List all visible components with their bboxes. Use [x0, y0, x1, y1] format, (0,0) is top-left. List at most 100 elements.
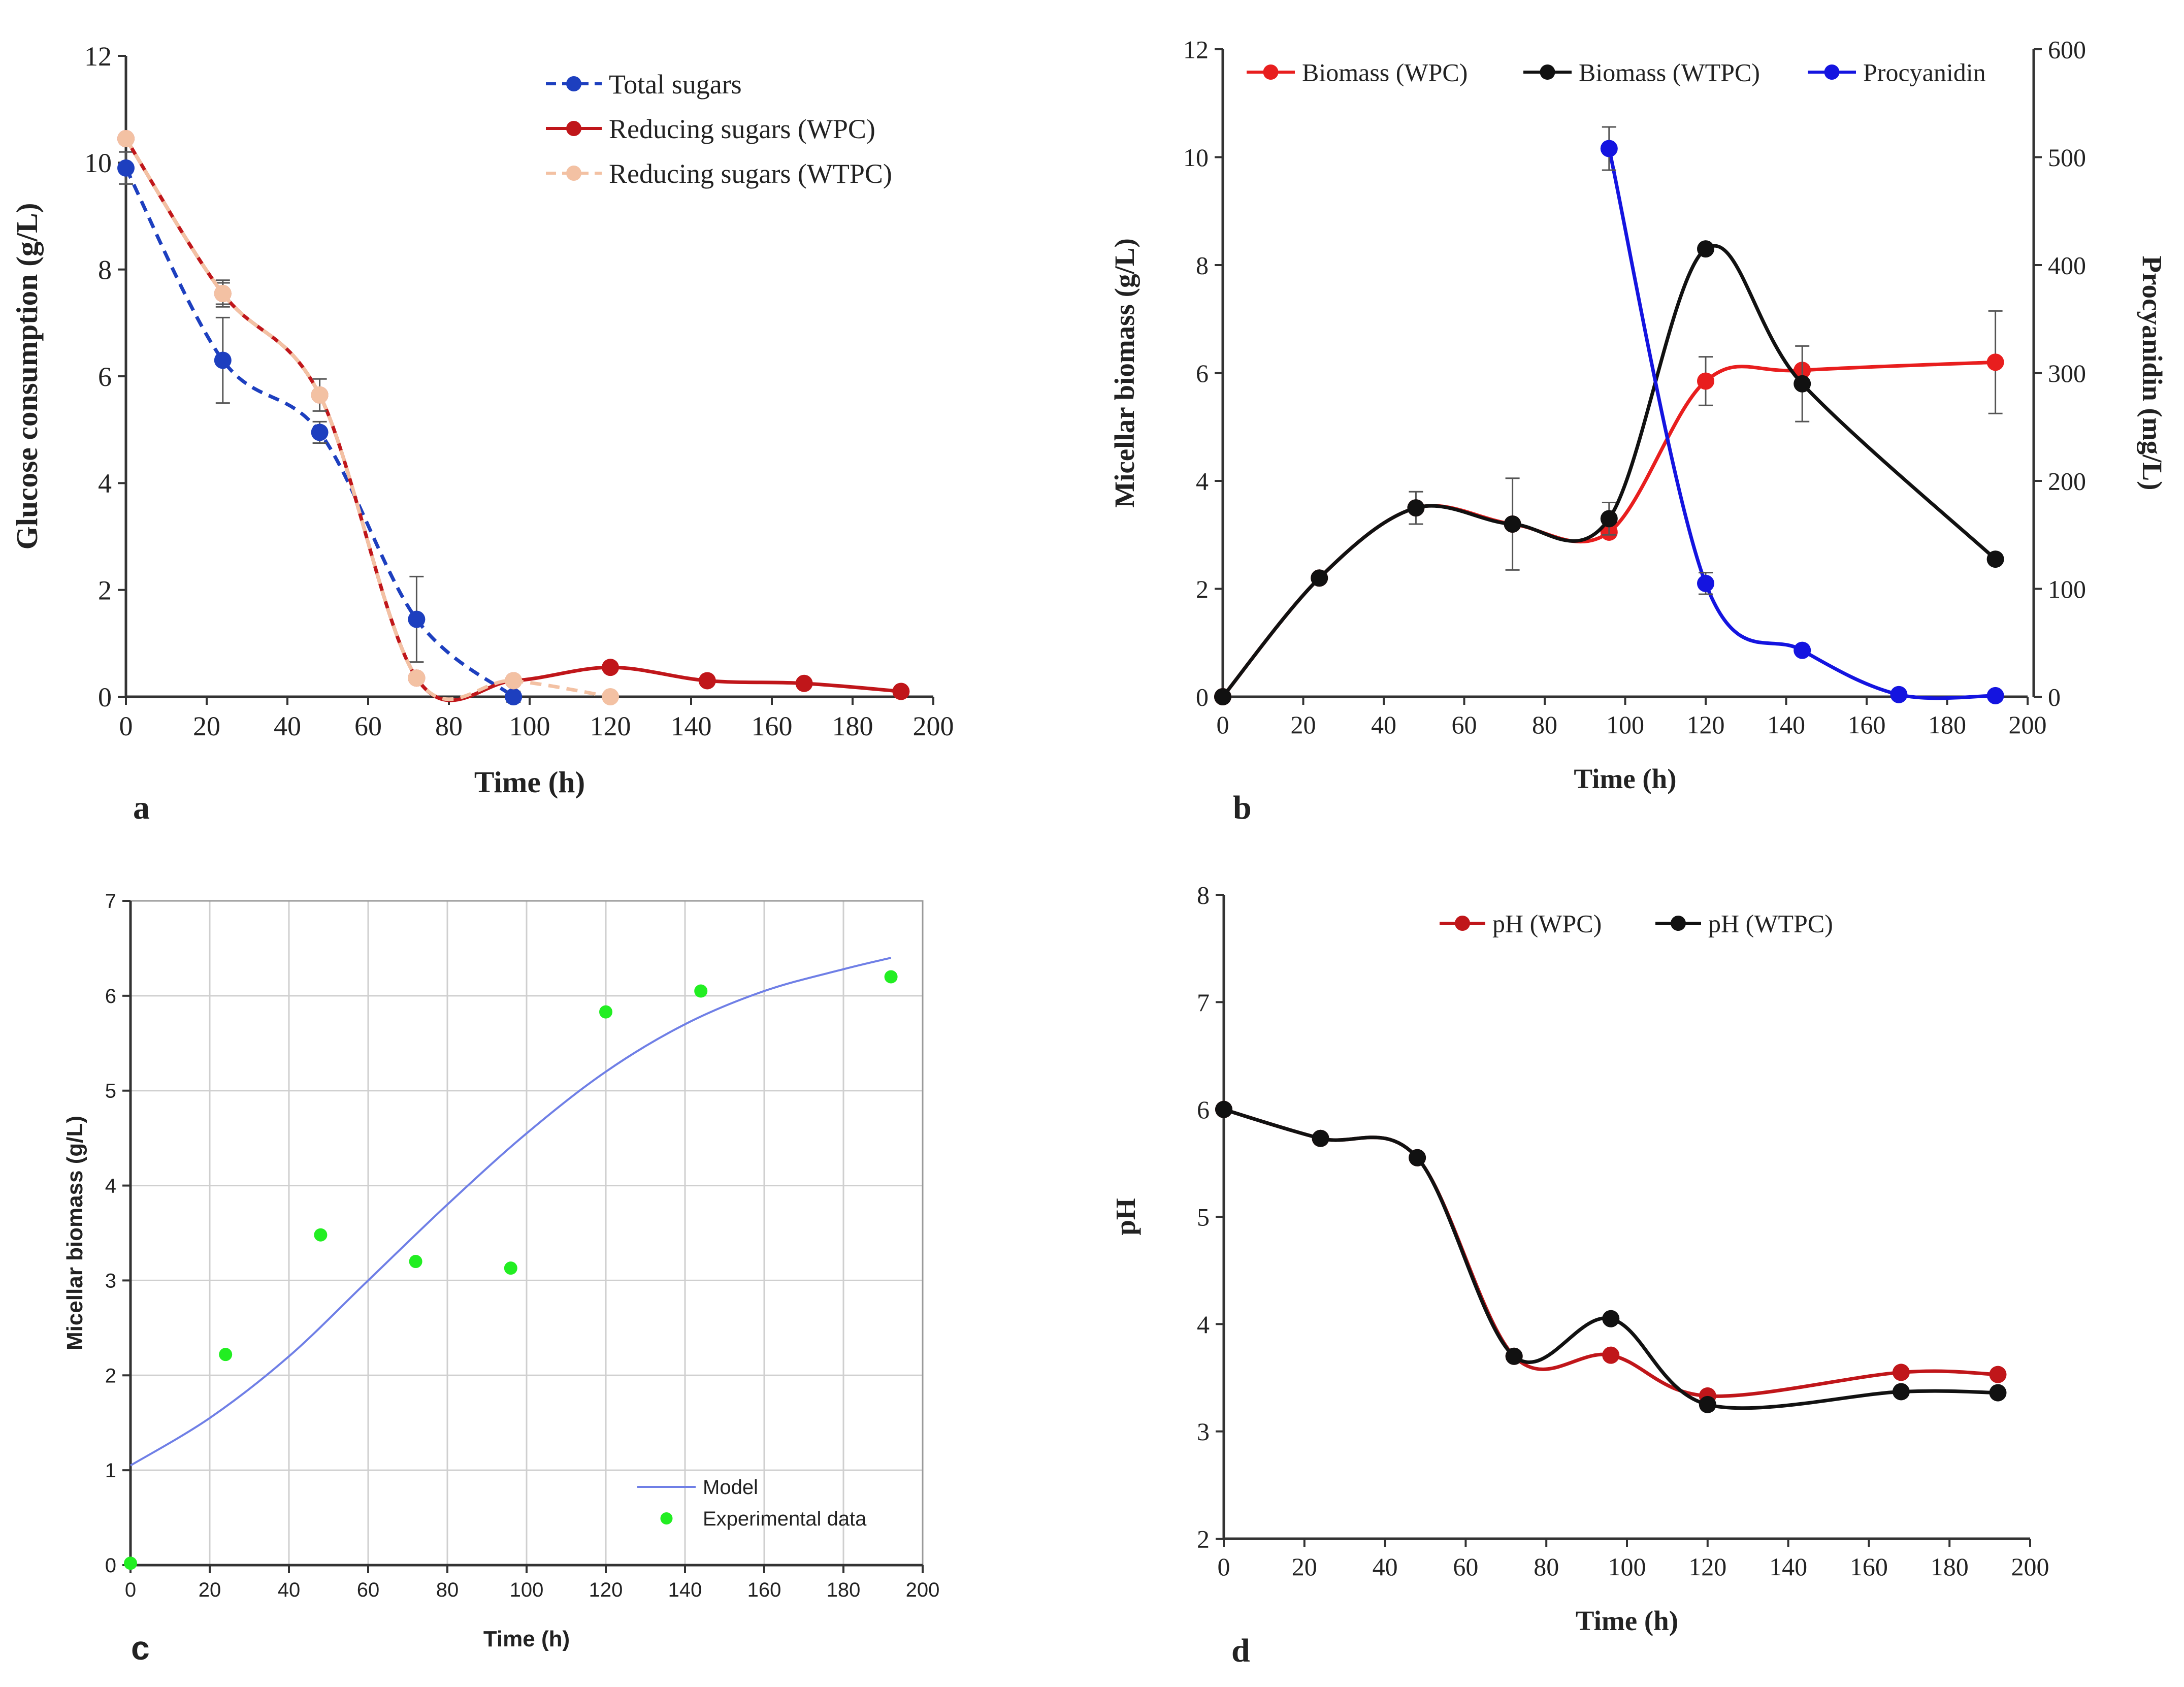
- y-right-tick-label: 400: [2048, 251, 2086, 280]
- legend-label: pH (WPC): [1492, 910, 1602, 938]
- y-right-tick-label: 300: [2048, 359, 2086, 387]
- series-0: [129, 957, 892, 1467]
- panel-letter: b: [1233, 789, 1252, 826]
- data-point: [1312, 1129, 1329, 1147]
- y-tick-label: 10: [84, 148, 112, 178]
- y-tick-label: 4: [105, 1175, 116, 1197]
- x-tick-label: 100: [510, 1579, 544, 1601]
- data-point: [1215, 1100, 1232, 1118]
- series-line: [1607, 148, 1996, 700]
- data-point: [1699, 1396, 1716, 1413]
- legend-marker: [1455, 916, 1470, 931]
- x-tick-label: 80: [435, 711, 463, 741]
- x-tick-label: 140: [1767, 710, 1805, 739]
- legend: Model Experimental data: [637, 1476, 867, 1530]
- x-tick-label: 180: [1931, 1552, 1969, 1581]
- y-right-tick-label: 0: [2048, 683, 2061, 711]
- legend-label: Biomass (WTPC): [1579, 58, 1760, 87]
- data-point: [214, 284, 232, 302]
- y-tick-label: 2: [98, 575, 112, 606]
- data-point: [1890, 686, 1908, 703]
- data-point: [1794, 641, 1811, 659]
- y-tick-label: 5: [105, 1080, 116, 1102]
- data-point: [1602, 1310, 1620, 1327]
- x-tick-label: 0: [119, 711, 133, 741]
- y-axis-title: Glucose consumption (g/L): [10, 203, 44, 549]
- y-tick-label: 2: [105, 1365, 116, 1387]
- y-right-tick-label: 500: [2048, 143, 2086, 172]
- legend-marker: [1540, 64, 1555, 80]
- y-tick-label: 7: [105, 890, 116, 913]
- x-tick-label: 20: [199, 1579, 221, 1601]
- panel-c: 0 20 40 60 80 100 120 140 160 180 200 0 1 2 3 4 5 6 7 Time …: [62, 890, 939, 1667]
- series-line: [124, 138, 901, 702]
- legend-marker: [660, 1512, 673, 1524]
- x-tick-label: 160: [1848, 710, 1886, 739]
- y-tick-label: 8: [1196, 251, 1209, 280]
- x-tick-label: 40: [1371, 710, 1396, 739]
- x-tick-label: 160: [752, 711, 793, 741]
- legend-label: Procyanidin: [1863, 58, 1986, 87]
- x-axis-title: Time (h): [1576, 1605, 1678, 1636]
- series-0: [117, 151, 523, 705]
- x-tick-label: 80: [1534, 1552, 1559, 1581]
- x-tick-label: 20: [1291, 710, 1316, 739]
- y-tick-label: 2: [1197, 1525, 1210, 1553]
- y-right-tick-label: 100: [2048, 575, 2086, 603]
- y-tick-label: 8: [1197, 881, 1210, 910]
- series-line: [1221, 244, 1997, 698]
- legend-marker: [1671, 916, 1686, 931]
- x-tick-label: 60: [354, 711, 382, 741]
- y-tick-label: 2: [1196, 575, 1209, 603]
- panel-letter: a: [133, 789, 150, 826]
- x-tick-label: 140: [671, 711, 712, 741]
- y-tick-label: 6: [1196, 359, 1209, 387]
- y-tick-label: 1: [105, 1459, 116, 1482]
- data-point: [602, 688, 619, 705]
- data-point: [1892, 1383, 1910, 1401]
- x-tick-label: 40: [1373, 1552, 1398, 1581]
- x-tick-label: 140: [1769, 1552, 1807, 1581]
- x-tick-label: 160: [747, 1579, 781, 1601]
- data-point: [1311, 569, 1328, 587]
- scatter-point: [219, 1348, 233, 1361]
- data-point: [408, 610, 426, 628]
- x-tick-label: 100: [1606, 710, 1644, 739]
- y-tick-label: 0: [105, 1554, 116, 1577]
- series-0: [1215, 1100, 2007, 1405]
- x-axis-title: Time (h): [474, 765, 585, 799]
- y-tick-label: 5: [1197, 1203, 1210, 1231]
- panel-a: 0 20 40 60 80 100 120 140 160 180 200 0 2 4 6 8 10 12 Time…: [10, 41, 954, 826]
- y-tick-label: 3: [1197, 1417, 1210, 1446]
- x-axis-title: Time (h): [483, 1627, 570, 1651]
- x-tick-label: 120: [1688, 1552, 1726, 1581]
- x-tick-label: 20: [1292, 1552, 1317, 1581]
- x-tick-label: 80: [1532, 710, 1557, 739]
- series-1: [1214, 240, 2004, 705]
- y-tick-label: 0: [1196, 683, 1209, 711]
- scatter-point: [599, 1005, 612, 1019]
- x-tick-label: 200: [913, 711, 954, 741]
- data-point: [602, 659, 619, 676]
- y-tick-label: 8: [98, 255, 112, 285]
- legend-label: Total sugars: [609, 69, 742, 100]
- series-2: [117, 130, 619, 705]
- x-tick-label: 180: [832, 711, 873, 741]
- series-2: [1600, 126, 2004, 704]
- y-axis-title: Micellar biomass (g/L): [62, 1116, 87, 1350]
- x-tick-label: 100: [509, 711, 550, 741]
- x-tick-label: 180: [1928, 710, 1966, 739]
- panel-letter: d: [1231, 1632, 1250, 1669]
- y-tick-label: 0: [98, 682, 112, 712]
- x-tick-label: 80: [436, 1579, 459, 1601]
- legend-marker: [566, 76, 581, 91]
- legend-marker: [566, 121, 581, 136]
- legend-marker: [1263, 64, 1279, 80]
- data-point: [698, 672, 716, 690]
- y-tick-label: 4: [1197, 1310, 1210, 1339]
- y-tick-label: 12: [84, 41, 112, 72]
- y-tick-label: 6: [98, 362, 112, 392]
- data-point: [1986, 353, 2004, 371]
- x-tick-label: 120: [589, 1579, 623, 1601]
- data-point: [1600, 140, 1618, 157]
